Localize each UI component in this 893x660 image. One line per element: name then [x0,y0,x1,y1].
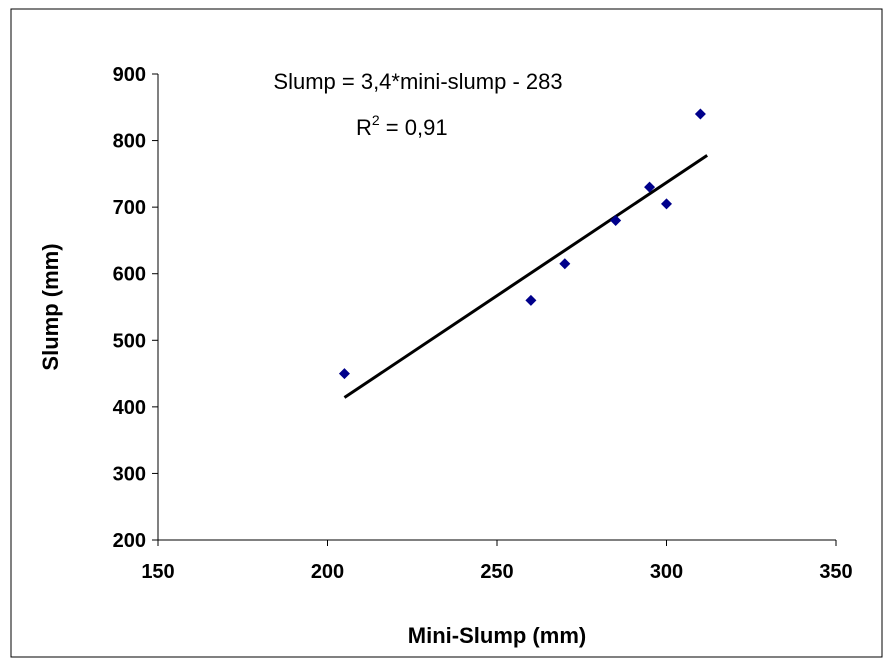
r2-value: = 0,91 [380,115,448,140]
data-point [694,108,706,120]
y-tick-label: 200 [113,530,146,552]
equation-annotation: Slump = 3,4*mini-slump - 283 [273,69,562,94]
y-tick-label: 800 [113,131,146,153]
y-tick-label: 400 [113,397,146,419]
x-axis: 150 200 250 300 350 [141,539,853,583]
y-tick-label: 300 [113,463,146,485]
data-point [661,198,672,210]
x-tick-label: 300 [650,561,683,583]
chart-border [10,8,883,658]
x-tick-label: 200 [311,561,344,583]
y-tick-label: 700 [113,197,146,219]
y-tick-label: 900 [113,64,146,86]
data-point [525,294,537,306]
y-tick-label: 500 [113,330,146,352]
trendline [343,154,709,399]
y-tick-label: 600 [113,264,146,286]
x-tick-label: 150 [141,561,174,583]
y-axis-title: Slump (mm) [38,243,63,370]
data-point [610,214,622,226]
x-axis-title: Mini-Slump (mm) [408,623,586,648]
y-axis: 200 300 400 500 600 700 800 900 [113,64,159,552]
data-point [338,368,350,380]
x-tick-label: 350 [819,561,852,583]
data-points [338,108,706,380]
r2-superscript: 2 [372,112,380,128]
r2-prefix: R [356,115,372,140]
data-point [644,181,656,193]
r2-annotation: R2 = 0,91 [356,112,448,140]
x-tick-label: 250 [480,561,513,583]
trendline-group [343,154,709,399]
data-point [559,258,571,270]
